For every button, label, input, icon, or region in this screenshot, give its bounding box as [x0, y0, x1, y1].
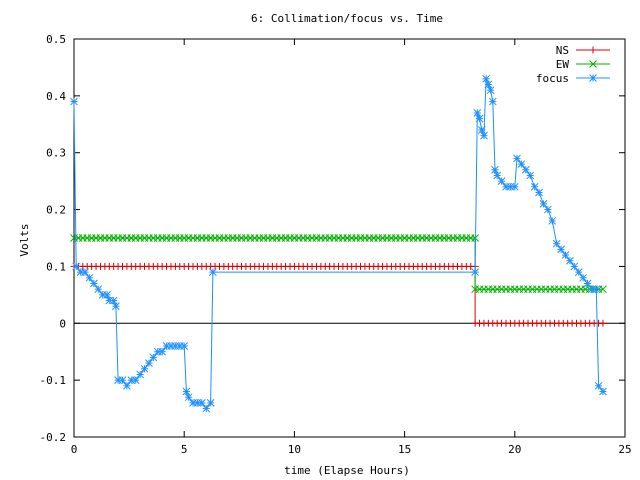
data-point	[149, 353, 158, 362]
data-point	[513, 154, 521, 163]
data-point	[123, 381, 131, 390]
data-point	[486, 86, 495, 95]
data-point	[583, 279, 592, 288]
y-tick-label: -0.1	[40, 374, 67, 387]
x-tick-label: 25	[618, 443, 631, 456]
data-point	[471, 268, 479, 276]
data-point	[184, 393, 193, 402]
x-axis-label: time (Elapse Hours)	[284, 464, 410, 477]
y-tick-label: 0.2	[46, 204, 66, 217]
data-point	[140, 364, 149, 373]
series-line-ns	[74, 265, 603, 324]
data-point	[480, 131, 488, 140]
y-axis: -0.2 -0.1 0 0.1 0.2 0.3 0.4 0.5	[40, 33, 625, 444]
data-point	[599, 319, 607, 327]
data-point	[202, 404, 211, 413]
data-point	[544, 205, 552, 214]
series-focus	[70, 74, 607, 413]
data-point	[530, 182, 539, 191]
x-tick-label: 20	[508, 443, 521, 456]
y-tick-label: 0.3	[46, 147, 66, 160]
data-point	[599, 387, 607, 396]
chart-title: 6: Collimation/focus vs. Time	[251, 12, 443, 25]
data-point	[72, 262, 81, 271]
data-point	[475, 114, 484, 123]
data-point	[592, 285, 601, 294]
data-point	[535, 188, 543, 197]
legend-label-ew: EW	[556, 58, 570, 71]
data-point	[197, 399, 206, 407]
data-point	[570, 262, 579, 271]
data-point	[510, 182, 519, 191]
data-point	[85, 273, 94, 282]
data-point	[118, 376, 127, 384]
y-axis-label: Volts	[18, 223, 31, 256]
data-point	[521, 165, 530, 174]
data-point	[488, 97, 497, 106]
data-point	[136, 370, 144, 379]
legend-marker-ns	[589, 46, 597, 54]
legend-marker-ew	[589, 60, 597, 68]
y-tick-label: 0.4	[46, 90, 66, 103]
data-point	[81, 268, 89, 276]
y-tick-label: 0.5	[46, 33, 66, 46]
x-axis: 0 5 10 15 20 25	[71, 39, 632, 456]
x-tick-label: 0	[71, 443, 78, 456]
data-point	[493, 171, 502, 180]
series-line-focus	[73, 78, 604, 410]
data-point	[557, 245, 565, 254]
data-point	[158, 347, 167, 356]
legend-label-focus: focus	[536, 72, 569, 85]
y-tick-label: -0.2	[40, 431, 67, 444]
y-tick-label: 0.1	[46, 260, 66, 273]
data-point	[539, 200, 548, 208]
data-point	[180, 342, 189, 350]
data-point	[112, 302, 120, 311]
data-point	[566, 256, 574, 265]
data-point	[526, 171, 535, 180]
data-point	[70, 97, 78, 106]
data-point	[497, 177, 506, 185]
series-layer	[70, 74, 607, 413]
data-point	[145, 359, 153, 367]
data-point	[208, 268, 217, 276]
legend-marker-focus	[589, 74, 597, 82]
x-tick-label: 10	[288, 443, 301, 456]
data-point	[206, 399, 215, 407]
y-tick-label: 0	[59, 317, 66, 330]
data-point	[574, 268, 583, 276]
x-tick-label: 15	[398, 443, 411, 456]
data-point	[131, 376, 140, 384]
data-point	[89, 279, 98, 288]
data-point	[109, 296, 118, 305]
data-point	[548, 217, 557, 225]
data-point	[94, 285, 103, 294]
data-point	[552, 239, 561, 248]
data-point	[517, 160, 526, 168]
legend-label-ns: NS	[556, 44, 569, 57]
data-point	[599, 285, 607, 294]
data-point	[579, 273, 587, 282]
data-point	[561, 251, 570, 259]
x-tick-label: 5	[181, 443, 188, 456]
data-point	[594, 381, 603, 390]
series-ns	[70, 262, 607, 327]
